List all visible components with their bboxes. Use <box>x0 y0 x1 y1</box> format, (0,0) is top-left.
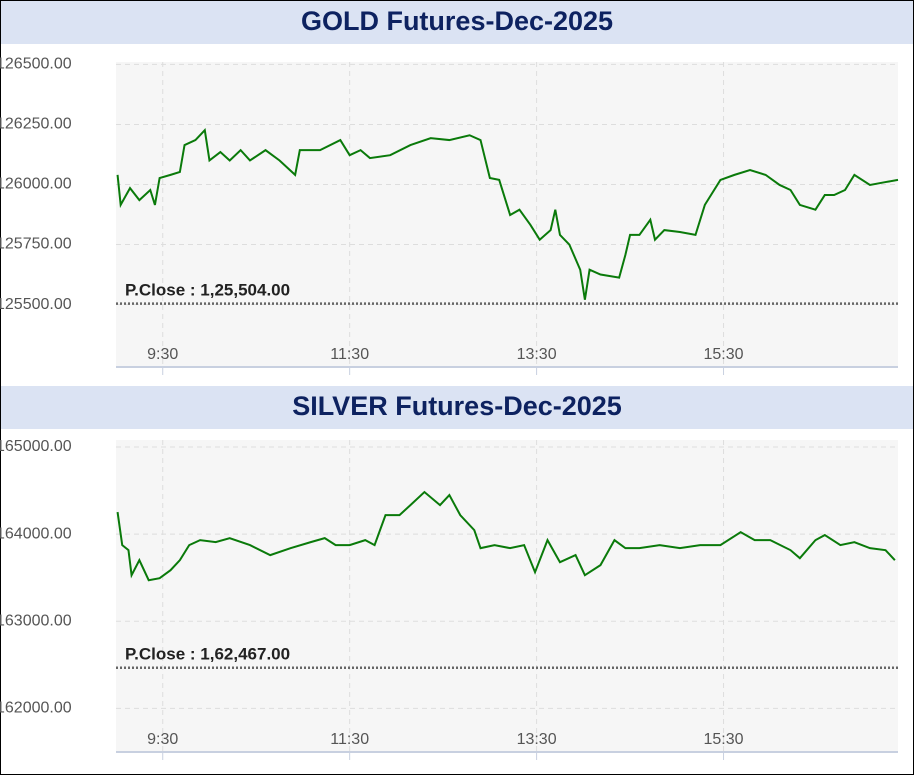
x-tick-label: 15:30 <box>704 346 744 363</box>
x-tick-label: 15:30 <box>704 731 744 748</box>
y-tick-label: 164000.00 <box>0 525 72 542</box>
x-tick-label: 13:30 <box>517 346 557 363</box>
chart-title: SILVER Futures-Dec-2025 <box>292 391 622 421</box>
y-tick-label: 126500.00 <box>0 56 72 73</box>
y-tick-label: 163000.00 <box>0 612 72 629</box>
y-tick-label: 125750.00 <box>0 236 72 253</box>
y-tick-label: 165000.00 <box>0 438 72 455</box>
x-tick-label: 11:30 <box>330 731 369 748</box>
x-tick-label: 11:30 <box>330 346 369 363</box>
pclose-label: P.Close : 1,62,467.00 <box>125 645 290 664</box>
y-tick-label: 126250.00 <box>0 116 72 133</box>
title-bar <box>1 1 913 44</box>
plot-area <box>116 62 898 367</box>
x-tick-label: 9:30 <box>147 346 178 363</box>
price-line <box>116 490 896 582</box>
chart-title: GOLD Futures-Dec-2025 <box>301 6 613 36</box>
pclose-label: P.Close : 1,25,504.00 <box>125 281 290 300</box>
y-tick-label: 125500.00 <box>0 296 72 313</box>
title-bar <box>1 386 913 429</box>
y-tick-label: 162000.00 <box>0 700 72 717</box>
x-tick-label: 9:30 <box>147 731 178 748</box>
x-tick-label: 13:30 <box>517 731 557 748</box>
y-tick-label: 126000.00 <box>0 176 72 193</box>
plot-area <box>116 440 898 752</box>
price-line <box>116 128 899 300</box>
